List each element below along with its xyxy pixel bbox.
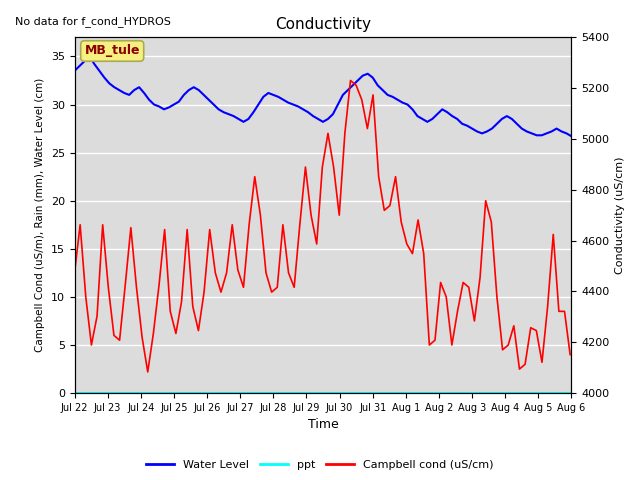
X-axis label: Time: Time bbox=[308, 419, 339, 432]
Title: Conductivity: Conductivity bbox=[275, 17, 371, 32]
Text: MB_tule: MB_tule bbox=[84, 45, 140, 58]
Text: No data for f_cond_HYDROS: No data for f_cond_HYDROS bbox=[15, 16, 171, 27]
Y-axis label: Conductivity (uS/cm): Conductivity (uS/cm) bbox=[615, 156, 625, 274]
Y-axis label: Campbell Cond (uS/m), Rain (mm), Water Level (cm): Campbell Cond (uS/m), Rain (mm), Water L… bbox=[35, 78, 45, 352]
Legend: Water Level, ppt, Campbell cond (uS/cm): Water Level, ppt, Campbell cond (uS/cm) bbox=[142, 456, 498, 474]
